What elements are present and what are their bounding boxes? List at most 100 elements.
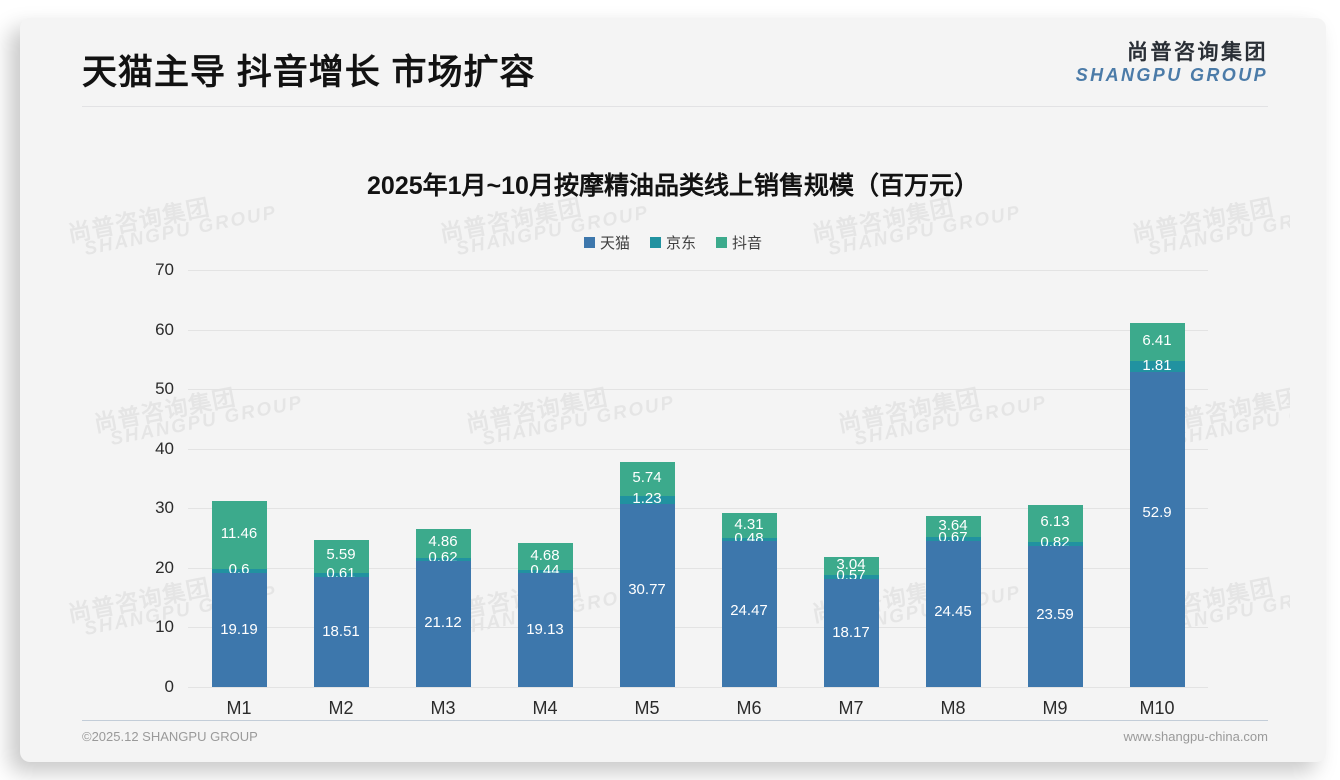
bar-segment-抖音[interactable]: 5.59: [313, 539, 369, 574]
y-axis-tick-label: 70: [155, 260, 174, 279]
gridline: 0: [165, 677, 1208, 696]
bar-value-label: 3.04: [836, 556, 866, 574]
bar-segment-抖音[interactable]: 6.41: [1129, 322, 1185, 362]
stacked-bar[interactable]: 4.68 0.44 19.13: [517, 542, 573, 687]
chart-plot-area: 0 10 20 30 40 50 60 70 11.46 0.6 19.19 M1 5.59 0.61 1…: [155, 260, 1208, 718]
legend-swatch-icon: [583, 237, 595, 248]
legend-label: 抖音: [732, 235, 763, 252]
bar-value-label: 19.19: [220, 620, 258, 638]
chart-title: 2025年1月~10月按摩精油品类线上销售规模（百万元）: [367, 172, 979, 200]
bar-segment-抖音[interactable]: 4.31: [721, 512, 777, 539]
bar-segment-天猫[interactable]: 19.13: [517, 573, 573, 687]
bar-segment-天猫[interactable]: 18.17: [823, 578, 879, 687]
bar-segment-天猫[interactable]: 21.12: [415, 561, 471, 687]
y-axis-tick-label: 40: [155, 438, 174, 458]
bar-column[interactable]: 5.59 0.61 18.51 M2: [290, 270, 392, 718]
bar-segment-抖音[interactable]: 6.13: [1027, 505, 1083, 542]
stacked-bar[interactable]: 6.13 0.82 23.59: [1027, 505, 1083, 687]
bar-value-label: 4.31: [734, 515, 764, 533]
legend-label: 京东: [665, 235, 696, 252]
bar-column[interactable]: 5.74 1.23 30.77 M5: [596, 270, 698, 718]
brand-logo: 尚普咨询集团 SHANGPU GROUP: [1075, 41, 1268, 85]
gridline: 10: [155, 617, 1208, 636]
stacked-bar[interactable]: 5.59 0.61 18.51: [313, 539, 369, 687]
bar-column[interactable]: 3.64 0.67 24.45 M8: [902, 270, 1004, 718]
gridline: 70: [155, 260, 1208, 279]
gridline: 30: [155, 498, 1208, 517]
bar-column[interactable]: 6.13 0.82 23.59 M9: [1004, 270, 1106, 718]
page-title: 天猫主导 抖音增长 市场扩容: [82, 53, 536, 92]
y-axis-tick-label: 20: [155, 557, 174, 577]
footer-divider: [82, 720, 1268, 721]
bar-segment-天猫[interactable]: 52.9: [1129, 371, 1185, 687]
x-axis-tick-label: M1: [226, 698, 252, 718]
y-axis-tick-label: 60: [155, 319, 174, 339]
y-axis-tick-label: 50: [155, 379, 174, 399]
x-axis-tick-label: M8: [940, 698, 966, 718]
y-axis-tick-label: 30: [155, 498, 174, 518]
bar-value-label: 3.64: [938, 516, 968, 534]
bar-segment-天猫[interactable]: 24.45: [925, 541, 981, 687]
stacked-bar[interactable]: 4.31 0.48 24.47: [721, 512, 777, 687]
header-divider: [82, 106, 1268, 107]
brand-logo-en: SHANGPU GROUP: [1075, 64, 1268, 85]
legend-item-抖音[interactable]: 抖音: [716, 232, 762, 253]
bar-segment-抖音[interactable]: 4.68: [517, 542, 573, 571]
x-axis-tick-label: M5: [634, 698, 660, 718]
legend-item-京东[interactable]: 京东: [649, 232, 696, 253]
brand-logo-cn: 尚普咨询集团: [1127, 41, 1268, 64]
x-axis-tick-label: M10: [1139, 698, 1175, 718]
gridline: 50: [155, 379, 1208, 398]
x-axis-tick-label: M4: [532, 698, 558, 718]
stacked-bar[interactable]: 6.41 1.81 52.9: [1129, 322, 1185, 687]
bar-column[interactable]: 11.46 0.6 19.19 M1: [188, 270, 290, 718]
stacked-bar[interactable]: 4.86 0.62 21.12: [415, 528, 471, 687]
bar-value-label: 4.68: [530, 546, 560, 564]
x-axis-tick-label: M9: [1042, 698, 1068, 718]
bar-segment-京东[interactable]: 1.23: [619, 490, 675, 507]
bar-segment-天猫[interactable]: 23.59: [1027, 546, 1083, 687]
x-axis-tick-label: M7: [838, 698, 864, 718]
bar-value-label: 1.23: [632, 490, 662, 508]
gridline: 20: [155, 558, 1208, 577]
bar-value-label: 6.41: [1142, 332, 1172, 349]
legend-label: 天猫: [599, 235, 630, 252]
bar-column[interactable]: 6.41 1.81 52.9 M10: [1106, 270, 1208, 718]
bar-column[interactable]: 3.04 0.57 18.17 M7: [800, 270, 902, 718]
bar-segment-天猫[interactable]: 18.51: [313, 576, 369, 687]
bar-value-label: 18.51: [322, 623, 360, 641]
bar-segment-抖音[interactable]: 11.46: [211, 500, 267, 570]
gridline: 40: [155, 439, 1208, 458]
x-axis-tick-label: M6: [736, 698, 762, 718]
bar-value-label: 24.45: [934, 602, 972, 620]
legend-swatch-icon: [649, 237, 661, 248]
bar-segment-天猫[interactable]: 24.47: [721, 541, 777, 687]
stacked-bar[interactable]: 5.74 1.23 30.77: [619, 462, 675, 687]
bar-value-label: 24.47: [730, 602, 768, 620]
slide-header: 天猫主导 抖音增长 市场扩容 尚普咨询集团 SHANGPU GROUP: [20, 18, 1326, 107]
bar-value-label: 5.59: [326, 546, 356, 564]
bar-segment-京东[interactable]: 1.81: [1129, 357, 1185, 374]
bar-segment-抖音[interactable]: 3.04: [823, 556, 879, 576]
bar-column[interactable]: 4.31 0.48 24.47 M6: [698, 270, 800, 718]
footer-website: www.shangpu-china.com: [1123, 729, 1268, 744]
legend-item-天猫[interactable]: 天猫: [583, 232, 630, 253]
bar-segment-抖音[interactable]: 5.74: [619, 462, 675, 497]
stacked-bar[interactable]: 3.64 0.67 24.45: [925, 515, 981, 687]
bar-segment-天猫[interactable]: 30.77: [619, 503, 675, 687]
chart-bars: 11.46 0.6 19.19 M1 5.59 0.61 18.51 M2 4.86 0.62 21…: [188, 270, 1208, 718]
stacked-bar[interactable]: 3.04 0.57 18.17: [823, 556, 879, 687]
bar-value-label: 18.17: [832, 624, 870, 642]
bar-segment-抖音[interactable]: 3.64: [925, 515, 981, 538]
bar-segment-抖音[interactable]: 4.86: [415, 528, 471, 558]
bar-column[interactable]: 4.68 0.44 19.13 M4: [494, 270, 596, 718]
bar-value-label: 30.77: [628, 580, 666, 598]
x-axis-tick-label: M3: [430, 698, 456, 718]
bar-value-label: 4.86: [428, 533, 458, 551]
y-axis-tick-label: 0: [164, 677, 174, 696]
bar-segment-天猫[interactable]: 19.19: [211, 572, 267, 687]
bar-column[interactable]: 4.86 0.62 21.12 M3: [392, 270, 494, 718]
bar-value-label: 21.12: [424, 614, 462, 632]
stacked-bar[interactable]: 11.46 0.6 19.19: [211, 500, 267, 687]
bar-value-label: 52.9: [1142, 504, 1172, 522]
